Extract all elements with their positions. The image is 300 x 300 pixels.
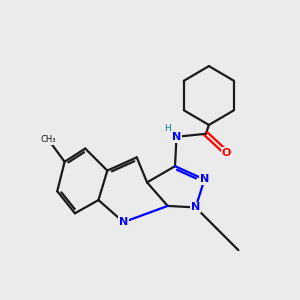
Text: O: O <box>222 148 231 158</box>
Text: N: N <box>172 132 181 142</box>
Text: CH₃: CH₃ <box>41 135 56 144</box>
Text: H: H <box>164 124 170 133</box>
Text: N: N <box>191 202 200 212</box>
Text: N: N <box>119 217 128 227</box>
Text: N: N <box>200 174 209 184</box>
